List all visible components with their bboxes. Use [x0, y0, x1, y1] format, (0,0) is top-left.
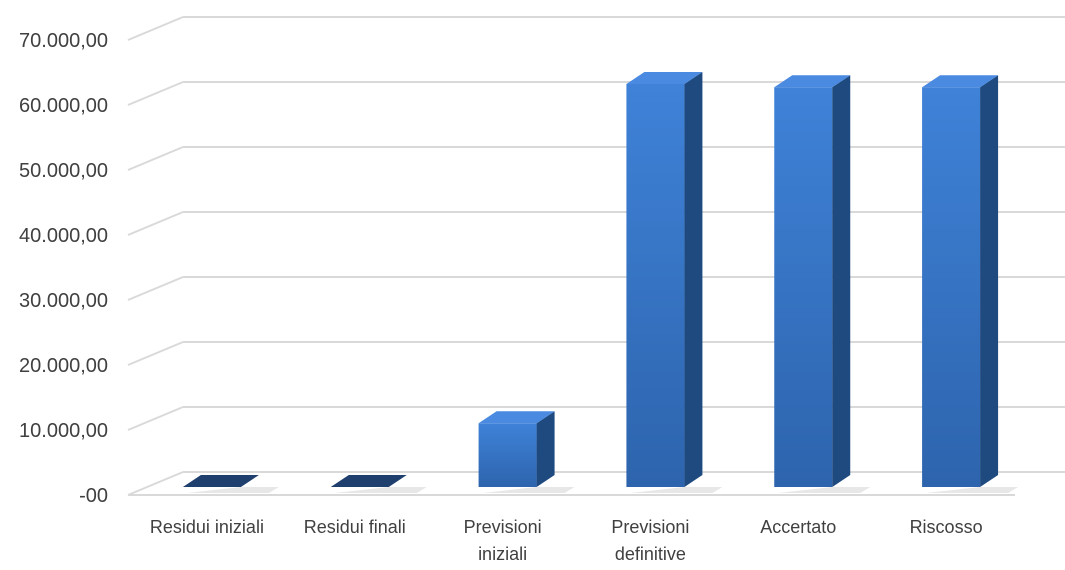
- gridline-diagonal: [127, 341, 184, 366]
- gridline-diagonal: [127, 276, 184, 301]
- bar: [330, 475, 427, 493]
- x-category-label: Riscosso: [910, 517, 983, 537]
- x-category-label-line: Riscosso: [910, 517, 983, 537]
- bar-top: [626, 72, 703, 84]
- x-category-label-line: Previsioni: [611, 517, 689, 537]
- y-axis-tick-labels: -00 10.000,00 20.000,00 30.000,00 40.000,00 5…: [19, 30, 108, 507]
- y-tick-label: 20.000,00: [19, 355, 108, 377]
- bar-top: [774, 75, 851, 88]
- y-tick-label: 70.000,00: [19, 30, 108, 52]
- x-category-label: Previsioni iniziali: [464, 517, 542, 564]
- bar-front: [478, 423, 537, 487]
- gridline-diagonal: [127, 16, 184, 41]
- x-category-label-line: iniziali: [478, 544, 527, 564]
- bar-front: [626, 84, 685, 487]
- y-tick-label: 50.000,00: [19, 160, 108, 182]
- grid-layer: [127, 16, 1065, 496]
- bar-shadow: [778, 487, 871, 493]
- bar-shadow: [186, 487, 279, 493]
- y-tick-label: 60.000,00: [19, 95, 108, 117]
- bar-top: [330, 475, 407, 487]
- bar: [182, 475, 279, 493]
- bar-side: [832, 75, 851, 487]
- x-category-label-line: Accertato: [760, 517, 836, 537]
- y-tick-label: 10.000,00: [19, 420, 108, 442]
- bar-shadow: [482, 487, 575, 493]
- bar: [626, 72, 723, 493]
- bar: [774, 75, 871, 493]
- bar-shadow: [630, 487, 723, 493]
- y-tick-label: -00: [79, 485, 108, 507]
- bar-top: [182, 475, 259, 487]
- bar-shadow: [926, 487, 1019, 493]
- x-axis-category-labels: Residui iniziali Residui finali Previsioni…: [150, 517, 983, 564]
- bar-top: [478, 411, 555, 424]
- bar-front: [922, 87, 981, 487]
- gridline-diagonal: [127, 211, 184, 236]
- x-category-label-line: Residui iniziali: [150, 517, 264, 537]
- x-category-label: Residui finali: [304, 517, 406, 537]
- bar-side: [536, 411, 555, 487]
- y-tick-label: 40.000,00: [19, 225, 108, 247]
- bars-layer: [182, 72, 1019, 493]
- x-category-label-line: definitive: [615, 544, 686, 564]
- x-category-label: Residui iniziali: [150, 517, 264, 537]
- gridline-diagonal: [127, 81, 184, 106]
- x-category-label-line: Previsioni: [464, 517, 542, 537]
- x-category-label: Accertato: [760, 517, 836, 537]
- bar-front: [774, 87, 833, 487]
- gridline-diagonal: [127, 406, 184, 431]
- bar-top: [922, 75, 999, 88]
- bar: [478, 411, 575, 493]
- bar-shadow: [334, 487, 427, 493]
- gridline-diagonal: [127, 146, 184, 171]
- bar: [922, 75, 1019, 493]
- y-tick-label: 30.000,00: [19, 290, 108, 312]
- x-category-label-line: Residui finali: [304, 517, 406, 537]
- bar-side: [684, 72, 703, 487]
- gridline-diagonal: [127, 471, 184, 496]
- x-category-label: Previsioni definitive: [611, 517, 689, 564]
- bar-side: [980, 75, 999, 487]
